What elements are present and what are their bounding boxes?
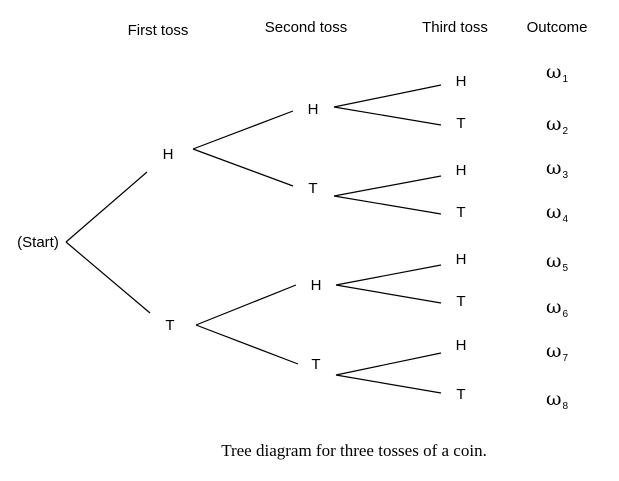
third-toss-tth-label: H: [456, 337, 467, 354]
outcome-omega-7-index: 7: [563, 353, 569, 364]
edge-first-t-to-second-h: [195, 284, 297, 326]
third-toss-hhh-label: H: [456, 73, 467, 90]
outcome-omega-6-symbol: ω: [546, 296, 562, 318]
svg-text:ω1: ω1: [546, 61, 569, 85]
edge-th-to-thh: [335, 264, 442, 286]
third-toss-thh-label: H: [456, 251, 467, 268]
edge-start-to-first-h: [65, 171, 148, 243]
svg-text:ω3: ω3: [546, 157, 569, 181]
third-toss-hth-label: H: [456, 162, 467, 179]
second-toss-th-label: H: [311, 277, 322, 294]
outcome-omega-3-index: 3: [563, 170, 569, 181]
header-outcome: Outcome: [527, 19, 588, 36]
third-toss-ttt-label: T: [456, 386, 465, 403]
header-second-toss: Second toss: [265, 19, 348, 36]
outcome-omega-4: ω4: [546, 201, 569, 225]
edge-first-t-to-second-t: [195, 324, 299, 365]
outcome-omega-8-symbol: ω: [546, 388, 562, 410]
start-node-label: (Start): [17, 234, 59, 251]
third-toss-htt-label: T: [456, 204, 465, 221]
header-third-toss: Third toss: [422, 19, 488, 36]
edge-first-h-to-second-h: [192, 110, 294, 150]
edge-ht-to-hth: [333, 175, 442, 197]
first-toss-t-label: T: [165, 317, 174, 334]
second-toss-ht-label: T: [308, 180, 317, 197]
header-first-toss: First toss: [128, 22, 189, 39]
outcome-omega-5-symbol: ω: [546, 250, 562, 272]
first-toss-h-label: H: [163, 146, 174, 163]
svg-text:ω7: ω7: [546, 340, 569, 364]
outcome-omega-1-symbol: ω: [546, 61, 562, 83]
outcome-omega-2-index: 2: [563, 126, 569, 137]
figure-caption: Tree diagram for three tosses of a coin.: [221, 441, 487, 460]
outcome-omega-5-index: 5: [563, 263, 569, 274]
edge-hh-to-hhh: [333, 84, 442, 108]
outcome-omega-6: ω6: [546, 296, 569, 320]
outcome-omega-7-symbol: ω: [546, 340, 562, 362]
outcome-omega-3-symbol: ω: [546, 157, 562, 179]
edge-tt-to-tth: [335, 352, 442, 376]
outcome-omega-4-index: 4: [563, 214, 569, 225]
edge-hh-to-hht: [333, 106, 442, 126]
svg-text:ω8: ω8: [546, 388, 569, 412]
edge-ht-to-htt: [333, 195, 442, 215]
third-toss-tht-label: T: [456, 293, 465, 310]
second-toss-hh-label: H: [308, 101, 319, 118]
outcome-omega-8: ω8: [546, 388, 569, 412]
second-toss-tt-label: T: [311, 356, 320, 373]
svg-text:ω4: ω4: [546, 201, 569, 225]
third-toss-hht-label: T: [456, 115, 465, 132]
edge-first-h-to-second-t: [192, 148, 294, 187]
edge-start-to-first-t: [65, 241, 151, 314]
svg-text:ω5: ω5: [546, 250, 569, 274]
outcome-omega-1-index: 1: [563, 74, 569, 85]
outcome-omega-3: ω3: [546, 157, 569, 181]
outcome-omega-8-index: 8: [563, 401, 569, 412]
outcome-omega-5: ω5: [546, 250, 569, 274]
outcome-omega-6-index: 6: [563, 309, 569, 320]
outcome-omega-2-symbol: ω: [546, 113, 562, 135]
outcome-omega-2: ω2: [546, 113, 569, 137]
edge-tt-to-ttt: [335, 374, 442, 394]
outcome-omega-1: ω1: [546, 61, 569, 85]
edge-th-to-tht: [335, 284, 442, 304]
svg-text:ω6: ω6: [546, 296, 569, 320]
outcome-omega-7: ω7: [546, 340, 569, 364]
svg-text:ω2: ω2: [546, 113, 569, 137]
outcome-omega-4-symbol: ω: [546, 201, 562, 223]
